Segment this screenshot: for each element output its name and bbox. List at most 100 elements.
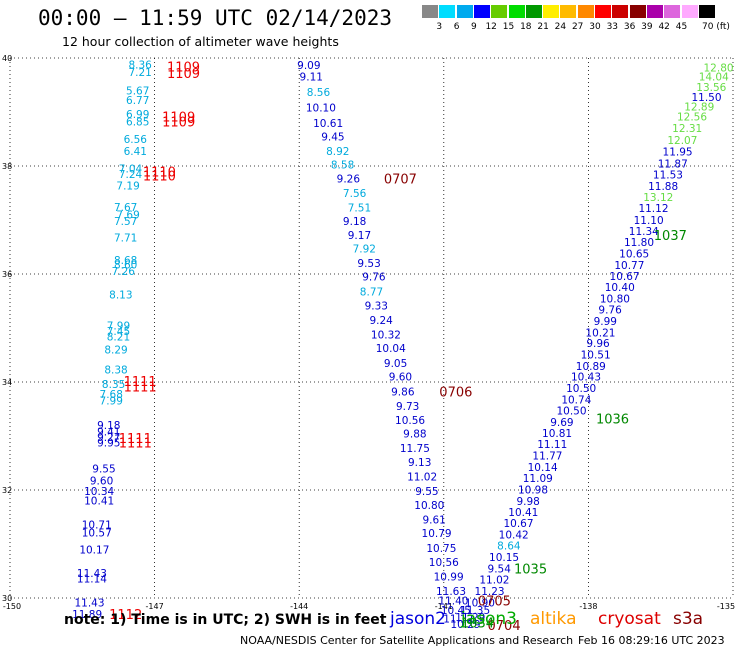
- wave-height-label: 10.75: [426, 543, 456, 555]
- grid: [9, 57, 734, 599]
- wave-height-label: 11.12: [638, 203, 668, 215]
- color-scale-label: 12: [485, 22, 497, 32]
- chart-title: 00:00 – 11:59 UTC 02/14/2023: [38, 6, 393, 30]
- wave-height-label: 11.43: [74, 597, 104, 609]
- wave-height-label: 11.53: [653, 170, 683, 182]
- wave-height-label: 11.50: [691, 92, 721, 104]
- color-scale-swatch: [698, 5, 715, 18]
- wave-height-label: 7.26: [112, 266, 136, 278]
- time-annotation: 1109: [167, 61, 200, 76]
- wave-height-label: 9.13: [408, 457, 431, 469]
- axis-ticks: 30 32 34 36 38 40 -150 -147 -144 -141 -138 -135: [2, 54, 735, 611]
- wave-height-label: 11.02: [479, 575, 509, 587]
- wave-height-label: 11.40: [438, 596, 468, 608]
- color-scale-swatch: [629, 5, 646, 18]
- wave-height-label: 9.45: [321, 131, 344, 143]
- wave-height-label: 8.58: [331, 159, 354, 171]
- wave-height-label: 11.11: [537, 439, 567, 451]
- wave-height-label: 10.56: [429, 557, 459, 569]
- wave-height-label: 9.76: [362, 272, 386, 284]
- color-scale-swatch: [422, 5, 438, 18]
- wave-height-label: 6.77: [126, 95, 149, 107]
- wave-height-label: 7.56: [343, 188, 367, 200]
- wave-height-label: 11.09: [523, 473, 553, 485]
- wave-height-label: 10.79: [422, 528, 452, 540]
- wave-height-label: 10.32: [371, 329, 401, 341]
- wave-height-label: 10.99: [434, 571, 464, 583]
- wave-height-label: 10.51: [581, 349, 611, 361]
- wave-height-label: 11.12: [443, 614, 473, 626]
- wave-height-label: 7.99: [107, 320, 130, 332]
- wave-height-label: 10.45: [441, 605, 471, 617]
- legend-jason2: jason2: [390, 609, 446, 629]
- wave-height-label: 9.86: [391, 387, 415, 399]
- credit-line: NOAA/NESDIS Center for Satellite Applica…: [240, 634, 574, 647]
- color-scale-label: 36: [623, 22, 636, 32]
- time-annotation: 1034: [461, 616, 494, 631]
- annotations: 1109110911091109111011101111111111111111…: [109, 61, 687, 634]
- wave-height-label: 9.69: [550, 417, 573, 429]
- color-scale-swatch: [560, 5, 577, 18]
- wave-height-label: 9.18: [97, 420, 120, 432]
- wave-height-label: 9.11: [300, 71, 323, 83]
- wave-height-label: 9.17: [348, 230, 371, 242]
- wave-height-label: 10.81: [542, 428, 572, 440]
- color-scale-swatch: [473, 5, 490, 18]
- color-scale-swatch: [508, 5, 525, 18]
- wave-height-label: 10.90: [465, 597, 495, 609]
- time-annotation: 1110: [143, 165, 176, 180]
- time-annotation: 1111: [124, 375, 157, 390]
- wave-height-label: 13.56: [696, 82, 726, 94]
- wave-height-label: 12.56: [677, 111, 707, 123]
- wave-height-label: 8.64: [497, 541, 521, 553]
- wave-height-label: 7.04: [119, 164, 143, 176]
- wave-height-label: 10.80: [600, 293, 630, 305]
- y-tick-label: 38: [2, 162, 12, 171]
- chart-subtitle: 12 hour collection of altimeter wave hei…: [62, 34, 339, 49]
- color-scale-swatch: [577, 5, 594, 18]
- timestamp: Feb 16 08:29:16 UTC 2023: [578, 634, 725, 647]
- color-scale-label: 24: [554, 22, 567, 32]
- wave-height-label: 6.41: [124, 146, 147, 158]
- wave-height-label: 9.96: [586, 338, 610, 350]
- wave-height-label: 10.21: [585, 327, 615, 339]
- wave-height-label: 12.89: [684, 102, 714, 114]
- wave-height-label: 7.68: [100, 389, 123, 401]
- x-tick-label: -141: [435, 602, 453, 611]
- color-scale-swatch: [439, 5, 456, 18]
- time-annotation: 1035: [514, 562, 547, 577]
- time-annotation: 1111: [119, 432, 152, 447]
- wave-height-label: 11.89: [72, 609, 102, 621]
- color-scale-swatch: [525, 5, 542, 18]
- wave-height-label: 7.57: [114, 216, 137, 228]
- footnote: note: 1) Time is in UTC; 2) SWH is in fe…: [64, 612, 387, 628]
- wave-height-label: 10.89: [576, 361, 606, 373]
- wave-height-label: 9.95: [97, 437, 120, 449]
- wave-height-label: 7.67: [114, 202, 137, 214]
- time-annotation: 1037: [654, 229, 687, 244]
- x-tick-label: -147: [146, 602, 164, 611]
- wave-height-label: 8.38: [104, 365, 127, 377]
- wave-height-label: 11.95: [663, 146, 693, 158]
- wave-height-label: 8.29: [104, 345, 127, 357]
- y-tick-label: 34: [2, 378, 12, 387]
- time-annotation: 1109: [167, 67, 200, 82]
- wave-height-label: 8.13: [109, 290, 132, 302]
- wave-height-label: 10.56: [395, 415, 425, 427]
- x-tick-label: -144: [290, 602, 308, 611]
- wave-height-label: 8.60: [114, 259, 137, 271]
- wave-height-label: 10.10: [306, 103, 336, 115]
- wave-height-label: 10.14: [528, 462, 558, 474]
- color-scale-label: 42: [658, 22, 670, 32]
- wave-height-label: 8.36: [128, 59, 152, 71]
- wave-height-label: 7.71: [114, 232, 137, 244]
- wave-height-label: 9.41: [97, 427, 120, 439]
- wave-height-label: 9.61: [422, 515, 445, 527]
- wave-height-label: 11.77: [532, 450, 562, 462]
- wave-height-label: 11.02: [407, 472, 437, 484]
- wave-height-label: 9.88: [403, 428, 426, 440]
- wave-height-label: 11.43: [77, 568, 107, 580]
- wave-height-label: 10.41: [508, 507, 538, 519]
- legend-altika: altika: [530, 609, 577, 629]
- wave-height-label: 11.80: [624, 237, 654, 249]
